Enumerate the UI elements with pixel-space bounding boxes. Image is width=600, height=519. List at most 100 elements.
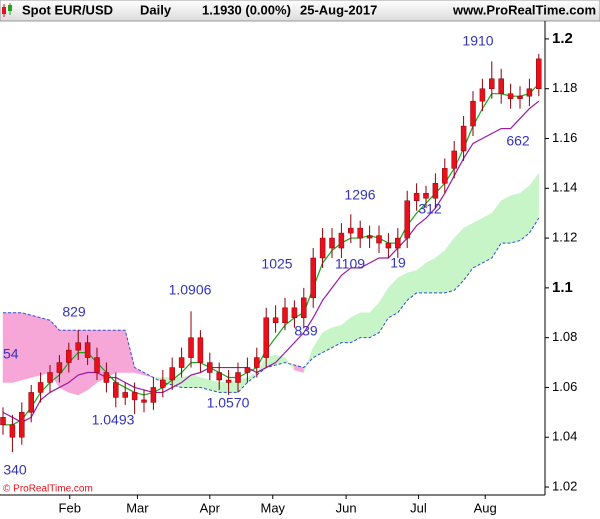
cloud-segment — [510, 192, 521, 244]
candle-body — [131, 392, 138, 401]
cloud-segment — [190, 374, 201, 388]
candle-body — [254, 357, 260, 368]
candle-body — [470, 100, 476, 127]
candle-body — [56, 362, 63, 373]
candle-body — [207, 362, 213, 373]
candle-body — [413, 193, 420, 201]
annotation: 340 — [3, 462, 27, 478]
candle-body — [0, 417, 6, 426]
candle-body — [66, 349, 72, 363]
cloud-segment — [115, 329, 126, 373]
candle-body — [460, 125, 467, 152]
candle-body — [244, 367, 251, 373]
candle-body — [122, 392, 128, 398]
cloud-segment — [500, 195, 511, 244]
annotation: 19 — [390, 255, 406, 271]
candle-body — [423, 193, 429, 199]
annotation: 829 — [62, 304, 86, 320]
candle-body — [75, 342, 81, 351]
y-tick-label: 1.02 — [552, 478, 577, 493]
candle-body — [319, 237, 326, 259]
candle-body — [28, 392, 34, 413]
candle-body — [348, 227, 354, 234]
cloud-edge — [3, 217, 540, 393]
cloud-segment — [40, 317, 51, 376]
candle-body — [37, 382, 44, 393]
annotation: 662 — [506, 133, 530, 149]
y-tick-label: 1.06 — [552, 379, 577, 394]
candle-body — [310, 257, 316, 299]
cloud — [2, 172, 540, 396]
cloud-segment — [482, 212, 493, 264]
annotation: 839 — [294, 323, 318, 339]
copyright: © ProRealTime.com — [3, 484, 93, 495]
x-tick-label: Mar — [126, 500, 149, 515]
candle-body — [517, 95, 523, 99]
indicator-lines — [2, 83, 540, 426]
annotation: 1910 — [462, 33, 493, 49]
y-tick-label: 1.18 — [552, 80, 577, 95]
candle-body — [103, 372, 110, 383]
candle-body — [507, 93, 514, 99]
candle-body — [479, 88, 486, 102]
cloud-segment — [21, 312, 32, 381]
annotation: 1109 — [335, 256, 365, 272]
annotation: 1.0570 — [207, 395, 250, 411]
cloud-segment — [106, 329, 117, 378]
candle-body — [498, 78, 504, 94]
candle-body — [150, 387, 157, 403]
candle-body — [263, 317, 269, 358]
cloud-segment — [359, 312, 370, 338]
cloud-segment — [472, 217, 483, 269]
indicator-line — [3, 83, 540, 426]
candle-body — [178, 357, 185, 368]
cloud-segment — [77, 329, 88, 396]
y-tick-label: 1.14 — [552, 180, 577, 195]
instrument: Spot EUR/USD — [22, 2, 113, 17]
cloud-segment — [453, 227, 464, 291]
candle-body — [94, 357, 100, 373]
candle-body — [84, 342, 91, 358]
y-tick-label: 1.2 — [552, 30, 573, 47]
candles — [0, 53, 542, 453]
candle-body — [329, 237, 335, 249]
candle-body — [282, 307, 288, 323]
x-tick-label: Aug — [474, 500, 497, 515]
candle-body — [489, 78, 495, 89]
candle-body — [301, 297, 307, 318]
candle-body — [47, 372, 53, 383]
candle-body — [272, 317, 279, 323]
candle-body — [235, 372, 241, 383]
annotation: 1.0493 — [92, 412, 135, 428]
candle-body — [395, 237, 401, 249]
cloud-segment — [218, 382, 229, 393]
annotation: 1.0906 — [169, 282, 212, 298]
candle-body — [526, 88, 533, 97]
annotation: 312 — [418, 201, 442, 217]
candle-body — [19, 412, 25, 438]
x-tick-label: Apr — [200, 500, 221, 515]
x-tick-label: Feb — [59, 500, 81, 515]
candle-body — [451, 150, 457, 169]
candle-body — [141, 399, 147, 403]
annotation: 54 — [3, 346, 19, 362]
source: www.ProRealTime.com — [452, 2, 596, 17]
header-bar — [0, 0, 600, 22]
candle-body — [169, 367, 175, 381]
candle-body — [376, 235, 382, 244]
y-tick-label: 1.04 — [552, 429, 577, 444]
x-tick-label: Jul — [410, 500, 427, 515]
candle-body — [113, 382, 119, 398]
header-icon — [2, 3, 12, 17]
candle-body — [404, 200, 410, 239]
candle-body — [432, 183, 439, 199]
candle-body — [9, 424, 16, 438]
candle-body — [357, 227, 363, 239]
cloud-segment — [519, 185, 530, 242]
candle-body — [291, 307, 298, 318]
candle-body — [197, 337, 204, 363]
y-tick-label: 1.1 — [552, 279, 573, 296]
